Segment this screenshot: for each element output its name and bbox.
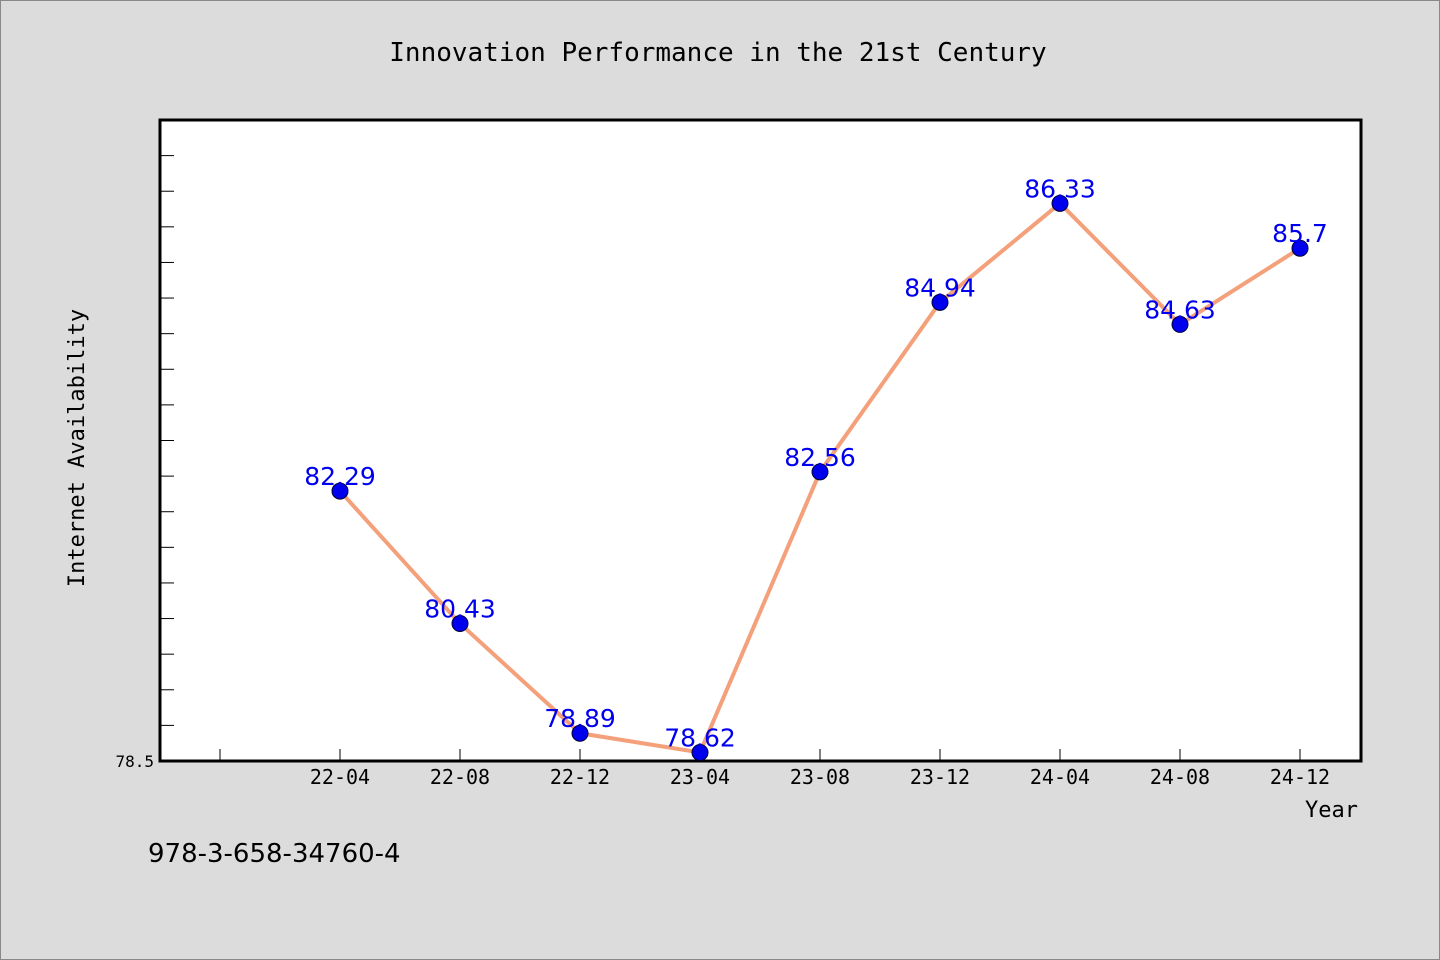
footer-isbn: 978-3-658-34760-4 xyxy=(148,839,401,869)
data-label: 80.43 xyxy=(424,595,496,624)
x-tick-label: 22-12 xyxy=(550,765,610,789)
data-point xyxy=(1291,239,1309,257)
data-label: 82.29 xyxy=(304,462,376,491)
x-tick-label: 23-12 xyxy=(910,765,970,789)
data-labels: 82.29 80.43 78.89 78.62 82.56 84.94 86.33 84.63… xyxy=(304,174,1328,752)
data-label: 85.7 xyxy=(1272,219,1328,248)
x-tick-label: 22-08 xyxy=(430,765,490,789)
x-tick-label: 24-04 xyxy=(1030,765,1090,789)
data-point xyxy=(931,293,949,311)
chart-title: Innovation Performance in the 21st Centu… xyxy=(389,38,1046,68)
data-point xyxy=(1051,194,1069,212)
y-axis-ticks xyxy=(160,119,174,762)
y-axis-tick-labels: 78.5 xyxy=(115,752,154,771)
x-tick-label: 23-08 xyxy=(790,765,850,789)
data-label: 78.89 xyxy=(544,704,616,733)
x-tick-label: 24-08 xyxy=(1150,765,1210,789)
data-label: 82.56 xyxy=(784,443,856,472)
data-point xyxy=(331,482,349,500)
y-tick-label: 78.5 xyxy=(115,752,154,771)
series-markers xyxy=(331,194,1309,761)
data-point xyxy=(811,463,829,481)
data-point xyxy=(451,615,469,633)
y-axis-label: Internet Availability xyxy=(65,309,90,587)
data-point xyxy=(571,724,589,742)
data-label: 86.33 xyxy=(1024,174,1096,203)
data-label: 84.94 xyxy=(904,273,976,302)
data-point xyxy=(1171,315,1189,333)
x-tick-label: 24-12 xyxy=(1270,765,1330,789)
plot-area xyxy=(158,118,1363,763)
x-tick-label: 22-04 xyxy=(310,765,370,789)
x-axis-label: Year xyxy=(1305,798,1358,823)
data-point xyxy=(691,743,709,761)
x-tick-label: 23-04 xyxy=(670,765,730,789)
data-label: 84.63 xyxy=(1144,295,1216,324)
data-label: 78.62 xyxy=(664,723,736,752)
x-axis-tick-labels: 22-04 22-08 22-12 23-04 23-08 23-12 24-04 24-08… xyxy=(310,765,1330,789)
